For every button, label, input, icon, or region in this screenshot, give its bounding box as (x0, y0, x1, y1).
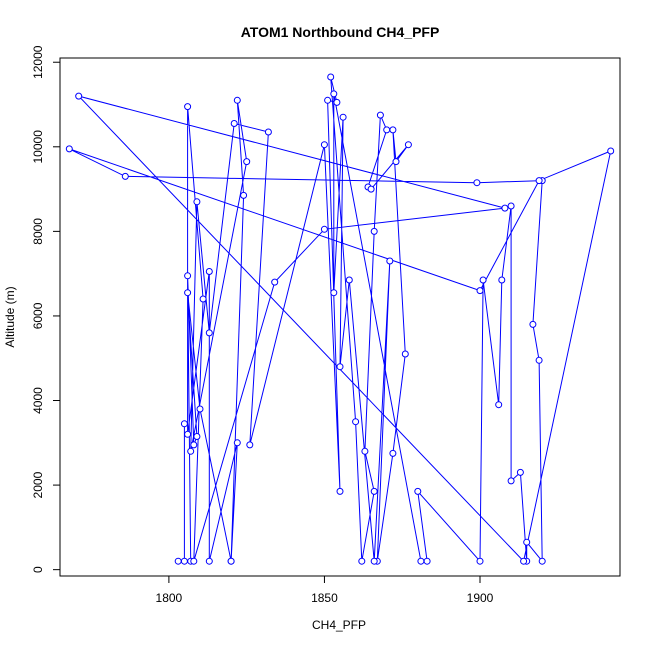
y-tick-label: 6000 (31, 302, 45, 329)
y-tick-label: 4000 (31, 387, 45, 414)
x-axis-label: CH4_PFP (312, 618, 366, 632)
x-tick-label: 1850 (311, 591, 338, 605)
data-point (358, 557, 366, 565)
data-point (330, 90, 338, 98)
chart-title: ATOM1 Northbound CH4_PFP (241, 24, 440, 40)
data-point (121, 172, 129, 180)
data-point (423, 557, 431, 565)
data-point (336, 487, 344, 495)
data-point (196, 405, 204, 413)
data-point (336, 363, 344, 371)
data-point (193, 198, 201, 206)
data-point (507, 477, 515, 485)
data-point (361, 447, 369, 455)
data-point (516, 468, 524, 476)
data-point (476, 287, 484, 295)
data-point (535, 356, 543, 364)
data-point (205, 329, 213, 337)
data-point (233, 96, 241, 104)
data-point (233, 439, 241, 447)
data-point (205, 268, 213, 275)
y-axis-label: Altitude (m) (3, 286, 17, 347)
data-point (243, 158, 251, 166)
data-point (529, 320, 537, 328)
data-point (383, 126, 391, 134)
data-point (190, 557, 198, 565)
data-point (498, 276, 506, 284)
data-point (370, 227, 378, 235)
data-point (174, 557, 182, 565)
data-point (367, 185, 375, 193)
data-point (230, 120, 238, 127)
y-tick-label: 0 (31, 566, 45, 573)
data-point (320, 141, 328, 149)
data-point (607, 147, 615, 155)
data-point (333, 98, 341, 106)
data-point (339, 113, 347, 121)
data-point (376, 111, 384, 119)
data-point (187, 447, 195, 455)
data-point (538, 557, 546, 565)
data-point (389, 126, 397, 134)
data-point (370, 557, 378, 565)
data-point (479, 276, 487, 284)
data-point (75, 92, 83, 100)
data-point (330, 289, 338, 297)
data-point (404, 141, 412, 149)
x-tick-label: 1800 (156, 591, 183, 605)
data-point (227, 557, 235, 565)
data-point (401, 350, 409, 358)
data-point (240, 191, 248, 199)
data-point (476, 557, 484, 565)
data-point (392, 158, 400, 166)
data-point (65, 145, 73, 153)
data-point (417, 557, 425, 565)
plot-frame (59, 57, 621, 577)
data-point (193, 433, 201, 440)
data-point (535, 177, 543, 185)
data-point (264, 128, 272, 136)
y-axis: 0 2000 4000 6000 8000 10000 12000 (31, 45, 60, 573)
series-layer (65, 73, 615, 565)
data-point (495, 401, 503, 409)
data-point (523, 538, 531, 546)
data-point (507, 202, 515, 210)
data-point (370, 487, 378, 495)
data-point (501, 204, 509, 212)
data-point (184, 103, 192, 111)
data-point (246, 441, 254, 449)
y-tick-label: 8000 (31, 218, 45, 245)
data-point (352, 418, 360, 426)
x-tick-label: 1900 (467, 591, 494, 605)
y-tick-label: 10000 (31, 130, 45, 164)
data-point (199, 295, 207, 303)
data-point (205, 557, 213, 565)
data-point (320, 225, 328, 233)
data-point (184, 272, 192, 280)
data-point (414, 487, 422, 495)
data-point (473, 179, 481, 187)
data-point (386, 257, 394, 265)
data-point (180, 557, 188, 565)
data-point (184, 289, 192, 297)
data-point (271, 278, 279, 286)
x-axis: 1800 1850 1900 (156, 576, 494, 605)
data-point (327, 73, 335, 81)
data-point (180, 420, 188, 428)
y-tick-label: 2000 (31, 471, 45, 498)
data-point (389, 449, 397, 457)
data-point (345, 276, 353, 284)
data-point (184, 430, 192, 438)
data-point (520, 557, 528, 565)
y-tick-label: 12000 (31, 45, 45, 79)
data-point (324, 96, 332, 104)
data-point (190, 441, 198, 449)
